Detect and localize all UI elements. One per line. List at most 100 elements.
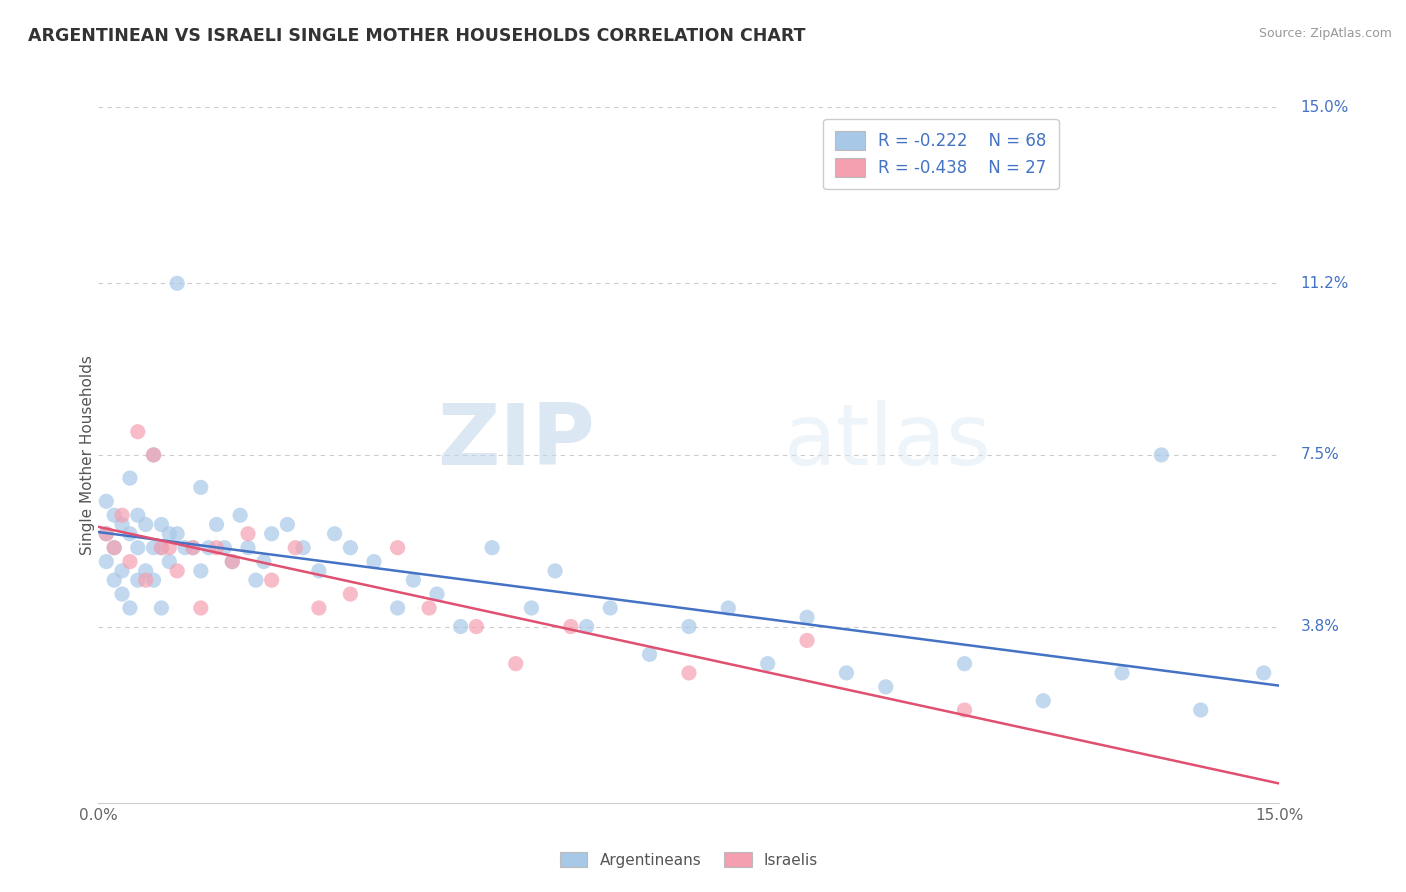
Point <box>953 703 976 717</box>
Point <box>284 541 307 555</box>
Point <box>387 541 409 555</box>
Point <box>875 680 897 694</box>
Point <box>1032 694 1054 708</box>
Point <box>260 526 283 541</box>
Point <box>796 633 818 648</box>
Point <box>111 587 134 601</box>
Point <box>96 555 118 569</box>
Point <box>118 555 141 569</box>
Point <box>150 541 173 555</box>
Point <box>339 587 361 601</box>
Point <box>426 587 449 601</box>
Point <box>127 425 149 439</box>
Point <box>575 619 598 633</box>
Text: ZIP: ZIP <box>437 400 595 483</box>
Point <box>1150 448 1173 462</box>
Point <box>157 555 180 569</box>
Point <box>103 541 125 555</box>
Point <box>1253 665 1275 680</box>
Y-axis label: Single Mother Households: Single Mother Households <box>80 355 94 555</box>
Point <box>363 555 385 569</box>
Point <box>127 541 149 555</box>
Text: Source: ZipAtlas.com: Source: ZipAtlas.com <box>1258 27 1392 40</box>
Point <box>387 601 409 615</box>
Point <box>190 601 212 615</box>
Point <box>142 573 165 587</box>
Point <box>339 541 361 555</box>
Point <box>118 471 141 485</box>
Point <box>481 541 503 555</box>
Point <box>276 517 298 532</box>
Point <box>118 601 141 615</box>
Point <box>221 555 243 569</box>
Point <box>181 541 204 555</box>
Point <box>150 601 173 615</box>
Point <box>96 494 118 508</box>
Point <box>135 573 157 587</box>
Point <box>111 508 134 523</box>
Point <box>142 541 165 555</box>
Point <box>308 601 330 615</box>
Point <box>1189 703 1212 717</box>
Point <box>103 508 125 523</box>
Point <box>560 619 582 633</box>
Point <box>150 517 173 532</box>
Point <box>205 541 228 555</box>
Point <box>953 657 976 671</box>
Point <box>450 619 472 633</box>
Point <box>465 619 488 633</box>
Point <box>103 541 125 555</box>
Point <box>796 610 818 624</box>
Point <box>181 541 204 555</box>
Text: ARGENTINEAN VS ISRAELI SINGLE MOTHER HOUSEHOLDS CORRELATION CHART: ARGENTINEAN VS ISRAELI SINGLE MOTHER HOU… <box>28 27 806 45</box>
Point <box>599 601 621 615</box>
Point <box>260 573 283 587</box>
Point <box>678 665 700 680</box>
Point <box>245 573 267 587</box>
Point <box>96 526 118 541</box>
Point <box>135 564 157 578</box>
Legend: Argentineans, Israelis: Argentineans, Israelis <box>553 844 825 875</box>
Point <box>118 526 141 541</box>
Point <box>308 564 330 578</box>
Point <box>638 648 661 662</box>
Point <box>205 517 228 532</box>
Point <box>157 526 180 541</box>
Point <box>150 541 173 555</box>
Point <box>678 619 700 633</box>
Text: 7.5%: 7.5% <box>1301 448 1340 462</box>
Point <box>520 601 543 615</box>
Point <box>142 448 165 462</box>
Point <box>127 573 149 587</box>
Text: 11.2%: 11.2% <box>1301 276 1348 291</box>
Point <box>103 573 125 587</box>
Point <box>190 564 212 578</box>
Point <box>505 657 527 671</box>
Point <box>96 526 118 541</box>
Point <box>142 448 165 462</box>
Point <box>253 555 276 569</box>
Point <box>236 526 259 541</box>
Point <box>323 526 346 541</box>
Point <box>197 541 219 555</box>
Point <box>111 564 134 578</box>
Point <box>127 508 149 523</box>
Point <box>111 517 134 532</box>
Point <box>756 657 779 671</box>
Point <box>174 541 197 555</box>
Point <box>717 601 740 615</box>
Point <box>835 665 858 680</box>
Point <box>135 517 157 532</box>
Point <box>214 541 236 555</box>
Point <box>157 541 180 555</box>
Point <box>544 564 567 578</box>
Text: 3.8%: 3.8% <box>1301 619 1340 634</box>
Point <box>418 601 440 615</box>
Point <box>292 541 315 555</box>
Point <box>166 526 188 541</box>
Point <box>166 277 188 291</box>
Point <box>221 555 243 569</box>
Point <box>236 541 259 555</box>
Point <box>402 573 425 587</box>
Point <box>229 508 252 523</box>
